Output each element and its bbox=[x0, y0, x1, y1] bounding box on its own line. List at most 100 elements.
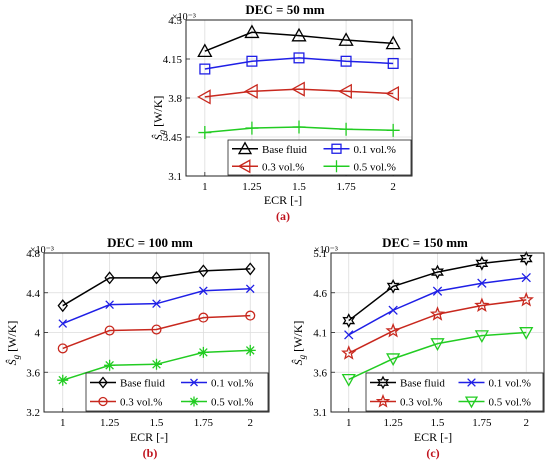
legend-marker bbox=[377, 375, 389, 390]
legend-box bbox=[85, 372, 269, 412]
data-point bbox=[151, 324, 162, 335]
x-tick-label: 1.75 bbox=[336, 181, 356, 193]
data-point bbox=[197, 346, 209, 358]
panel-b-label: (b) bbox=[143, 446, 158, 460]
legend-label: Base fluid bbox=[262, 144, 307, 156]
data-point bbox=[198, 126, 212, 140]
legend-marker bbox=[237, 159, 251, 174]
panel-c-ylabel-sub: g bbox=[297, 354, 307, 359]
data-point bbox=[245, 284, 255, 294]
data-point bbox=[519, 251, 533, 266]
x-tick-label: 2 bbox=[524, 417, 530, 429]
data-point bbox=[340, 55, 352, 67]
panel-b-ylabel-sub: g bbox=[11, 354, 21, 359]
legend-label: 0.3 vol.% bbox=[120, 397, 162, 409]
panel-c-ylabel-unit: [W/K] bbox=[291, 321, 305, 355]
panel-a-exponent: ×10⁻³ bbox=[172, 12, 196, 23]
legend-marker bbox=[190, 378, 198, 387]
data-point bbox=[339, 122, 353, 136]
y-tick-label: 4.5 bbox=[168, 15, 182, 27]
legend-label: 0.1 vol.% bbox=[489, 378, 531, 390]
data-point bbox=[344, 330, 354, 340]
legend: Base fluid 0.1 vol.% 0.3 vol.% 0.5 vol.% bbox=[85, 372, 269, 412]
legend-marker bbox=[98, 376, 108, 389]
y-tick-label: 3.45 bbox=[163, 132, 183, 144]
panel-a-ylabel-sub: g bbox=[157, 129, 167, 134]
data-point bbox=[245, 310, 256, 321]
panel-c-exponent: ×10⁻³ bbox=[314, 245, 338, 256]
legend: Base fluid 0.1 vol.% 0.3 vol.% 0.5 vol.% bbox=[227, 139, 412, 176]
x-tick-label: 1 bbox=[346, 417, 352, 429]
x-tick-label: 1.25 bbox=[100, 417, 120, 429]
data-point bbox=[519, 327, 534, 340]
x-tick-label: 1 bbox=[60, 417, 66, 429]
data-point bbox=[57, 299, 68, 313]
x-tick-label: 1.5 bbox=[150, 417, 164, 429]
data-point bbox=[152, 299, 161, 308]
x-tick-label: 1.75 bbox=[472, 417, 492, 429]
y-tick-label: 3.1 bbox=[168, 171, 182, 183]
panel-b-ylabel-unit: [W/K] bbox=[5, 321, 19, 355]
data-point bbox=[104, 359, 116, 371]
data-point bbox=[196, 89, 211, 105]
panel-a-xlabel: ECR [-] bbox=[264, 193, 302, 207]
x-tick-label: 1.25 bbox=[384, 417, 404, 429]
panel-c-label: (c) bbox=[426, 446, 439, 460]
panel-a-label: (a) bbox=[276, 209, 290, 223]
y-tick-label: 4.4 bbox=[26, 288, 40, 300]
y-tick-label: 3.8 bbox=[168, 93, 182, 105]
series-line-2 bbox=[348, 299, 527, 354]
data-point bbox=[198, 312, 209, 323]
data-point bbox=[199, 286, 208, 296]
data-point bbox=[432, 286, 443, 296]
legend-label: 0.5 vol.% bbox=[489, 397, 531, 409]
panel-c-xlabel: ECR [-] bbox=[414, 430, 452, 444]
panel-b-ylabel-symbol: Ŝ bbox=[5, 359, 19, 365]
data-point bbox=[475, 255, 489, 271]
data-point bbox=[431, 264, 444, 280]
data-point bbox=[104, 271, 115, 285]
legend-label: 0.3 vol.% bbox=[262, 161, 304, 173]
panel-b-title: DEC = 100 mm bbox=[107, 235, 193, 250]
y-tick-label: 4.6 bbox=[313, 288, 327, 300]
data-point bbox=[385, 322, 401, 338]
axes-frame bbox=[330, 252, 545, 413]
axes-frame bbox=[185, 19, 413, 177]
panel-c-plot: 1 1.25 1.5 1.75 2 3.1 3.6 4.1 4.6 5.1 Base fluid 0.… bbox=[313, 248, 545, 429]
data-point bbox=[388, 305, 398, 315]
legend: Base fluid 0.1 vol.% 0.3 vol.% 0.5 vol.% bbox=[365, 372, 544, 412]
axes-frame bbox=[43, 252, 270, 413]
y-tick-label: 3.6 bbox=[26, 367, 40, 379]
panel-c: 1 1.25 1.5 1.75 2 3.1 3.6 4.1 4.6 5.1 Base fluid 0.… bbox=[291, 235, 545, 460]
data-point bbox=[521, 272, 531, 283]
series-line-0 bbox=[62, 268, 251, 307]
series-line-3 bbox=[348, 331, 527, 381]
data-point bbox=[518, 291, 534, 307]
panel-c-ylabel-symbol: Ŝ bbox=[291, 359, 305, 365]
data-point bbox=[341, 345, 357, 360]
data-point bbox=[386, 278, 400, 294]
y-tick-label: 4.1 bbox=[313, 328, 327, 340]
data-point bbox=[387, 57, 399, 69]
legend-marker bbox=[330, 160, 343, 173]
legend-marker bbox=[237, 141, 253, 155]
legend-marker bbox=[98, 396, 108, 407]
data-point bbox=[293, 52, 305, 64]
series-line-2 bbox=[62, 314, 251, 350]
data-point bbox=[151, 358, 162, 370]
data-point bbox=[385, 85, 400, 102]
legend-label: Base fluid bbox=[120, 378, 165, 390]
panel-b-plot: 1 1.25 1.5 1.75 2 3.2 3.6 4 4.4 4.8 Base fluid 0.1 … bbox=[26, 248, 270, 429]
data-point bbox=[292, 120, 306, 134]
panel-b: 1 1.25 1.5 1.75 2 3.2 3.6 4 4.4 4.8 Base fluid 0.1 … bbox=[5, 235, 270, 460]
data-point bbox=[341, 373, 356, 387]
panel-a-ylabel-unit: [W/K] bbox=[151, 96, 165, 130]
data-point bbox=[338, 83, 352, 99]
data-point bbox=[244, 83, 258, 99]
legend-label: 0.1 vol.% bbox=[211, 378, 253, 390]
series-line-0 bbox=[348, 257, 527, 322]
legend-label: 0.1 vol.% bbox=[354, 144, 396, 156]
x-tick-label: 1 bbox=[202, 181, 208, 193]
y-tick-label: 4 bbox=[35, 328, 41, 340]
